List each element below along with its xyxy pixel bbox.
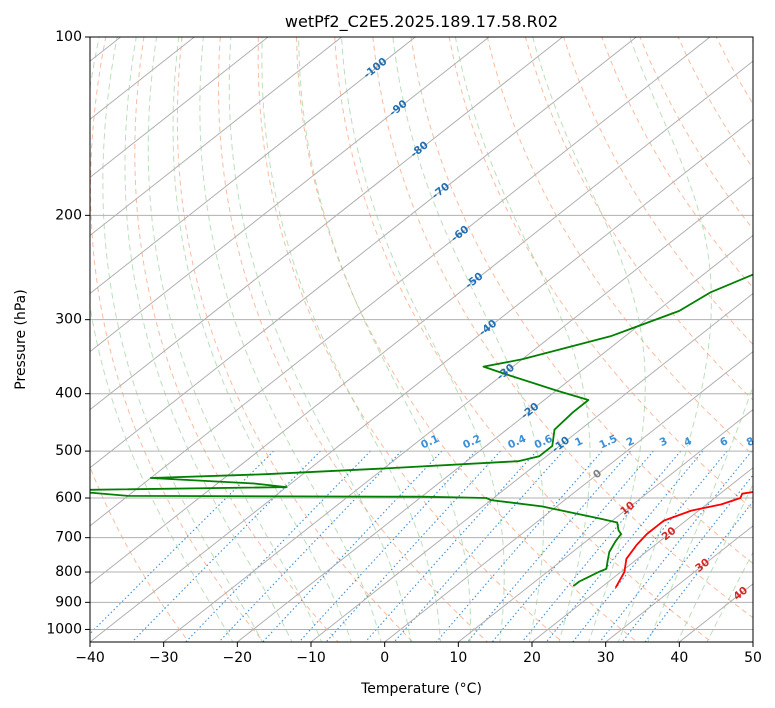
plot-frame [89, 36, 754, 643]
moist-adiabat-line [124, 37, 293, 642]
moist-adiabat-line [647, 37, 753, 642]
y-tick-label: 900 [55, 594, 82, 610]
dry-adiabat-line [486, 37, 753, 456]
isotherm-line [90, 37, 490, 353]
y-axis-label: Pressure (hPa) [13, 289, 29, 389]
dry-adiabat-line [372, 37, 753, 619]
isotherm-line [310, 292, 753, 642]
chart-title: wetPf2_C2E5.2025.189.17.58.R02 [285, 12, 558, 32]
mixing-ratio-line [435, 450, 603, 642]
moist-adiabat-line [102, 37, 263, 642]
isotherm-line [531, 467, 753, 642]
x-tick-label: −10 [296, 650, 326, 666]
isotherm-line [604, 525, 753, 642]
y-tick-label: 1000 [46, 621, 82, 637]
dry-adiabats [90, 37, 753, 642]
x-tick-label: −20 [223, 650, 253, 666]
temperature-profile-line [614, 491, 753, 589]
mixing-ratio-line [131, 450, 321, 642]
mixing-ratio-line [545, 450, 704, 642]
mixing-ratio-line [218, 450, 402, 642]
dry-adiabat-line [410, 37, 753, 565]
x-tick-label: −30 [149, 650, 179, 666]
y-tick-label: 800 [55, 564, 82, 580]
isotherm-line [457, 409, 753, 642]
dry-adiabat-line [90, 465, 190, 642]
x-axis-label: Temperature (°C) [360, 681, 482, 697]
dry-adiabat-line [90, 37, 265, 642]
plot-area: -100-90-80-70-60-50-40-30-20-10102030400… [90, 37, 757, 642]
mixing-ratio-label: 6 [718, 435, 730, 449]
mixing-ratio-line [298, 450, 477, 642]
y-tick-label: 600 [55, 490, 82, 506]
y-tick-label: 200 [55, 207, 82, 223]
x-tick-label: 0 [380, 650, 389, 666]
dry-adiabat-line [217, 37, 489, 642]
mixing-ratio-line [572, 450, 728, 642]
y-tick-label: 400 [55, 386, 82, 402]
mixing-ratio-label: 2 [625, 435, 637, 449]
isotherm-line [162, 176, 753, 642]
x-tick-label: 10 [449, 650, 467, 666]
x-tick-label: −40 [75, 650, 105, 666]
isotherm-line [90, 37, 638, 469]
x-tick-label: 20 [523, 650, 541, 666]
moist-adiabat-line [90, 37, 234, 642]
isotherm-line [90, 37, 417, 295]
y-tick-label: 300 [55, 312, 82, 328]
mixing-ratio-line [90, 450, 274, 635]
y-tick-label: 700 [55, 530, 82, 546]
mixing-ratio-label: 8 [745, 435, 757, 449]
mixing-ratio-line [599, 450, 753, 642]
dry-adiabat-line [334, 37, 713, 642]
x-tick-label: 40 [670, 650, 688, 666]
mixing-ratio-line [393, 450, 564, 642]
mixing-ratio-line [521, 450, 682, 642]
dry-adiabat-line [295, 37, 638, 642]
mixing-ratio-label: 1 [573, 435, 585, 449]
mixing-ratio-line [184, 450, 371, 642]
mixing-ratio-lines [90, 450, 753, 642]
dewpoint-profile-line [90, 273, 753, 587]
x-tick-label: 30 [597, 650, 615, 666]
dry-adiabat-line [563, 37, 753, 346]
mixing-ratio-label: 4 [682, 435, 694, 449]
y-tick-label: 500 [55, 443, 82, 459]
dry-adiabat-line [257, 37, 564, 642]
profile-series [90, 273, 753, 589]
isotherm-line [90, 37, 343, 237]
dry-adiabat-line [134, 37, 339, 642]
isotherm-line [90, 37, 711, 527]
y-tick-label: 100 [55, 29, 82, 45]
isotherm-line [90, 118, 753, 642]
grid-lines [90, 37, 753, 642]
x-tick-label: 50 [744, 650, 762, 666]
mixing-ratio-line [364, 450, 538, 642]
mixing-ratio-label: 3 [658, 435, 670, 449]
moist-adiabat-line [676, 483, 753, 642]
mixing-ratio-line [621, 474, 753, 642]
isotherm-line [90, 60, 753, 585]
isotherm-line [90, 37, 269, 178]
isotherm-line [90, 37, 564, 411]
isotherm-line [90, 37, 196, 120]
isotherm-line [383, 350, 753, 642]
